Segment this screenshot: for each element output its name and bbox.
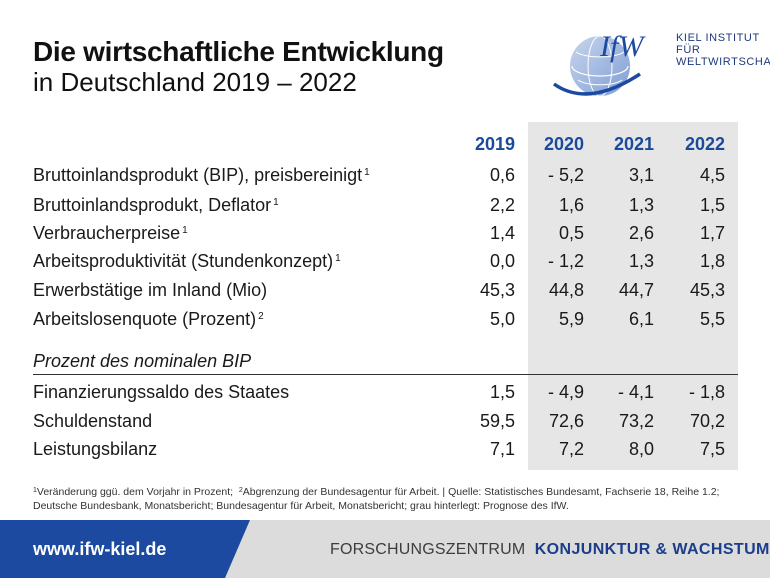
table-cell: - 1,2 bbox=[547, 251, 584, 271]
table-cell: 0,0 bbox=[489, 251, 515, 271]
row-label-arbeitsproduktivitaet: Arbeitsproduktivität (Stundenkonzept) 1 bbox=[33, 251, 341, 271]
table-cell: 5,0 bbox=[489, 309, 515, 329]
table-cell: 2,2 bbox=[489, 195, 515, 215]
footer-diagonal bbox=[225, 520, 250, 578]
table-cell: 5,9 bbox=[558, 309, 584, 329]
table-cell: 1,5 bbox=[699, 195, 725, 215]
footer-blue-band bbox=[0, 520, 250, 578]
website-link[interactable]: www.ifw-kiel.de bbox=[33, 539, 167, 559]
table-cell: 1,8 bbox=[699, 251, 725, 271]
footer-gray-band bbox=[250, 520, 770, 578]
row-label-arbeitslosenquote: Arbeitslosenquote (Prozent) 2 bbox=[33, 309, 264, 329]
logo-org-name: KIEL INSTITUT FÜR WELTWIRTSCHAFT bbox=[676, 32, 770, 68]
row-label-verbraucherpreise: Verbraucherpreise 1 bbox=[33, 223, 188, 243]
row-label-erwerbstaetige: Erwerbstätige im Inland (Mio) bbox=[33, 280, 268, 300]
table-cell: 6,1 bbox=[628, 309, 654, 329]
table-cell: 45,3 bbox=[479, 280, 515, 300]
footnote: 1Veränderung ggü. dem Vorjahr in Prozent… bbox=[33, 486, 720, 512]
row-label-bip: Bruttoinlandsprodukt (BIP), preisbereini… bbox=[33, 165, 370, 185]
page-subtitle: in Deutschland 2019 – 2022 bbox=[33, 67, 357, 97]
table-cell: 72,6 bbox=[548, 411, 584, 431]
table-cell: 1,4 bbox=[489, 223, 515, 243]
table-cell: 7,1 bbox=[489, 439, 515, 459]
table-cell: 44,7 bbox=[618, 280, 654, 300]
table-cell: 0,5 bbox=[558, 223, 584, 243]
logo-lettering: IfW bbox=[599, 30, 646, 63]
table-cell: 73,2 bbox=[618, 411, 654, 431]
table-cell: 4,5 bbox=[699, 165, 725, 185]
year-header-2019: 2019 bbox=[474, 134, 515, 154]
research-center-label: FORSCHUNGSZENTRUM KONJUNKTUR & WACHSTUM bbox=[330, 541, 770, 558]
table-cell: 1,7 bbox=[699, 223, 725, 243]
table-cell: 59,5 bbox=[479, 411, 515, 431]
table-cell: 7,2 bbox=[558, 439, 584, 459]
row-label-leistungsbilanz: Leistungsbilanz bbox=[33, 439, 158, 459]
ifw-logo: IfW bbox=[552, 30, 646, 97]
table-cell: - 4,1 bbox=[617, 382, 654, 402]
forecast-shading bbox=[528, 122, 738, 470]
table-cell: - 4,9 bbox=[547, 382, 584, 402]
table-cell: - 5,2 bbox=[547, 165, 584, 185]
row-label-deflator: Bruttoinlandsprodukt, Deflator 1 bbox=[33, 195, 279, 215]
table-cell: 0,6 bbox=[489, 165, 515, 185]
table-cell: 1,3 bbox=[628, 251, 654, 271]
row-label-schuldenstand: Schuldenstand bbox=[33, 411, 153, 431]
table-cell: 70,2 bbox=[689, 411, 725, 431]
table-cell: - 1,8 bbox=[688, 382, 725, 402]
page-title: Die wirtschaftliche Entwicklung bbox=[33, 36, 444, 67]
year-header-2020: 2020 bbox=[543, 134, 584, 154]
section-title: Prozent des nominalen BIP bbox=[33, 351, 252, 371]
section-divider bbox=[33, 374, 738, 375]
table-cell: 8,0 bbox=[628, 439, 654, 459]
table-cell: 1,5 bbox=[489, 382, 515, 402]
year-header-2022: 2022 bbox=[684, 134, 725, 154]
table-cell: 1,3 bbox=[628, 195, 654, 215]
table-cell: 1,6 bbox=[558, 195, 584, 215]
table-cell: 7,5 bbox=[699, 439, 725, 459]
table-cell: 44,8 bbox=[548, 280, 584, 300]
table-cell: 3,1 bbox=[628, 165, 654, 185]
table-cell: 2,6 bbox=[628, 223, 654, 243]
row-label-finanzierungssaldo: Finanzierungssaldo des Staates bbox=[33, 382, 290, 402]
year-header-2021: 2021 bbox=[613, 134, 654, 154]
table-cell: 5,5 bbox=[699, 309, 725, 329]
table-cell: 45,3 bbox=[689, 280, 725, 300]
